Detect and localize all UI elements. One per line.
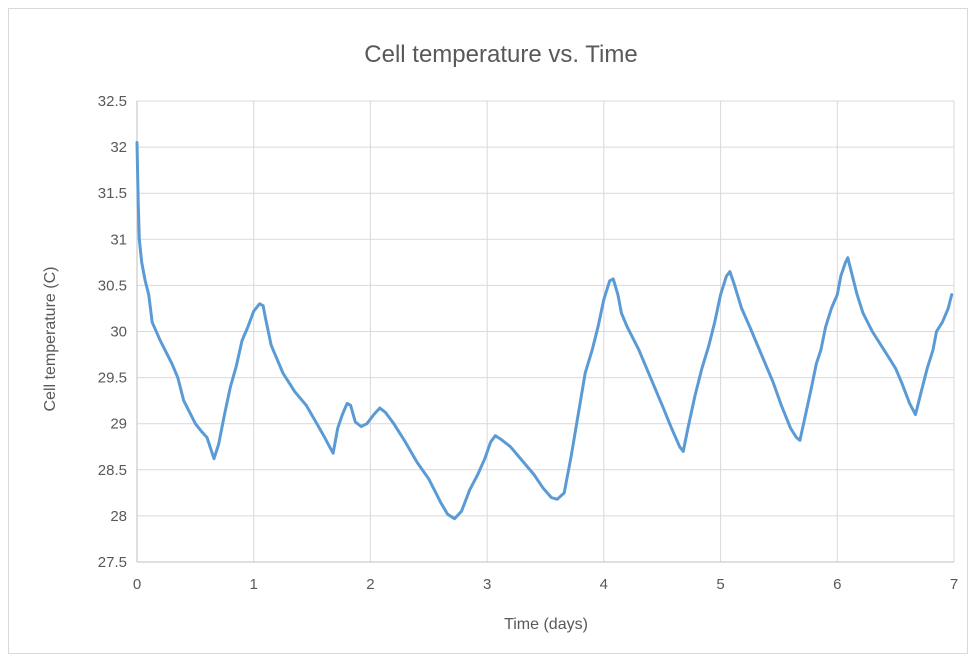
y-axis-label: Cell temperature (C) xyxy=(42,267,59,412)
x-tick-label: 3 xyxy=(483,576,491,593)
tick-labels: 27.5 28 28.5 29 29.5 30 30.5 31 31.5 32 32.5 0 1 2 3 4 5… xyxy=(98,93,958,593)
y-tick-label: 29 xyxy=(110,416,127,433)
x-axis-label: Time (days) xyxy=(504,616,588,633)
y-tick-label: 30.5 xyxy=(98,277,127,294)
x-tick-label: 5 xyxy=(716,576,724,593)
x-tick-label: 6 xyxy=(833,576,841,593)
y-tick-label: 32.5 xyxy=(98,93,127,110)
x-tick-label: 0 xyxy=(133,576,141,593)
y-tick-label: 28 xyxy=(110,508,127,525)
y-tick-label: 31 xyxy=(110,231,127,248)
chart-frame: Cell temperature vs. Time 27.5 28 28.5 29 29… xyxy=(8,8,968,654)
chart-title: Cell temperature vs. Time xyxy=(364,41,637,68)
x-tick-label: 4 xyxy=(600,576,608,593)
y-tick-label: 28.5 xyxy=(98,462,127,479)
y-tick-label: 29.5 xyxy=(98,370,127,387)
series-layer xyxy=(135,141,954,521)
x-tick-label: 2 xyxy=(366,576,374,593)
y-tick-label: 31.5 xyxy=(98,185,127,202)
y-tick-label: 27.5 xyxy=(98,554,127,571)
y-tick-label: 30 xyxy=(110,324,127,341)
series-line xyxy=(135,141,954,521)
x-tick-label: 1 xyxy=(250,576,258,593)
x-tick-label: 7 xyxy=(950,576,958,593)
y-tick-label: 32 xyxy=(110,139,127,156)
chart-canvas: Cell temperature vs. Time 27.5 28 28.5 29 29… xyxy=(42,41,958,633)
